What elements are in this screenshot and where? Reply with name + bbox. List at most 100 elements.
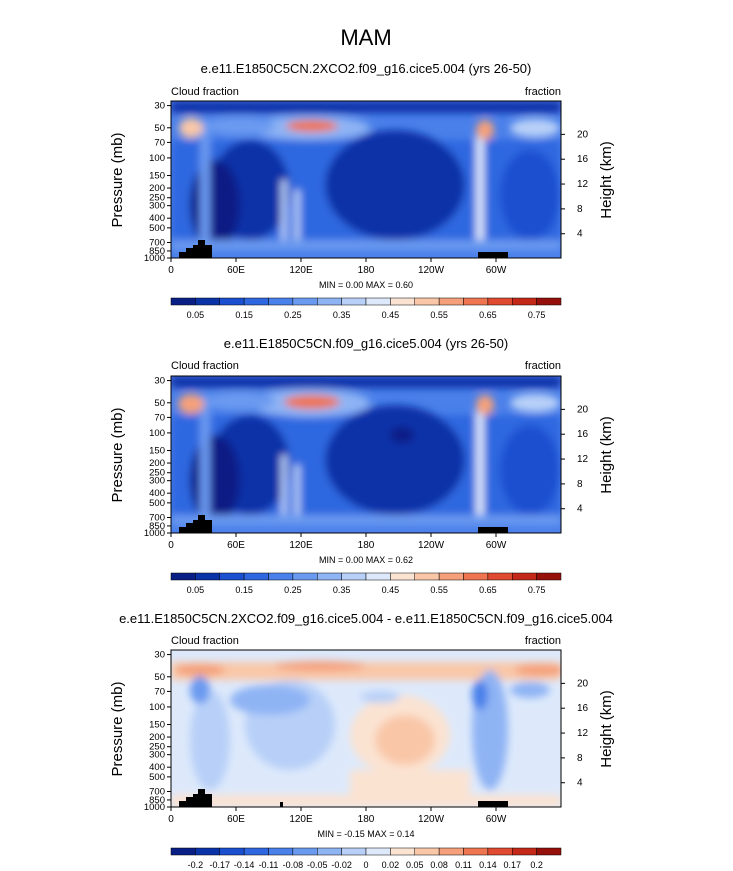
panel-2-ylabel: Pressure (mb) xyxy=(109,407,126,502)
colorbar-swatch xyxy=(512,847,537,856)
colorbar-swatch xyxy=(414,847,440,856)
y-tick-label: 200 xyxy=(149,732,165,743)
x-tick-label: 0 xyxy=(168,814,174,825)
colorbar-swatch xyxy=(390,297,415,306)
colorbar-label: 0.75 xyxy=(528,310,546,320)
colorbar-swatch xyxy=(463,847,489,856)
x-tick-label: 120E xyxy=(289,814,313,825)
panel-1-min-max: MIN = 0.00 MAX = 0.60 xyxy=(319,280,413,290)
colorbar-swatch xyxy=(170,297,196,306)
panel-1-x-axis: 0 60E 120E 180 120W 60W xyxy=(168,258,507,276)
colorbar-swatch xyxy=(463,572,489,581)
height-tick-label: 20 xyxy=(577,404,589,415)
colorbar-label: -0.02 xyxy=(331,860,352,870)
colorbar-swatch xyxy=(438,847,464,856)
y-tick-label: 700 xyxy=(149,512,165,523)
panel-3-left-label: Cloud fraction xyxy=(171,635,239,647)
panel-3-contour-field xyxy=(171,661,561,807)
colorbar-swatch xyxy=(438,572,464,581)
panel-2-plot-area xyxy=(171,376,561,533)
x-tick-label: 180 xyxy=(358,540,375,551)
x-tick-label: 60E xyxy=(227,540,245,551)
height-tick-label: 8 xyxy=(577,753,583,764)
colorbar-swatch xyxy=(170,572,196,581)
y-tick-label: 400 xyxy=(149,762,165,773)
colorbar-label: -0.14 xyxy=(234,860,255,870)
y-tick-label: 400 xyxy=(149,488,165,499)
colorbar-label: 0.65 xyxy=(479,585,497,595)
colorbar-label: 0.75 xyxy=(528,585,546,595)
panel-3-title: e.e11.E1850C5CN.2XCO2.f09_g16.cice5.004 … xyxy=(119,611,613,626)
x-tick-label: 0 xyxy=(168,265,174,276)
colorbar-swatch xyxy=(341,847,367,856)
y-tick-label: 300 xyxy=(149,750,165,761)
y-tick-label: 850 xyxy=(149,795,165,806)
y-tick-label: 70 xyxy=(154,412,165,423)
height-tick-label: 4 xyxy=(577,229,583,240)
colorbar-swatch xyxy=(170,847,196,856)
panel-3-min-max: MIN = -0.15 MAX = 0.14 xyxy=(317,829,414,839)
x-tick-label: 0 xyxy=(168,540,174,551)
colorbar-label: 0.15 xyxy=(235,585,253,595)
colorbar-swatch xyxy=(365,847,391,856)
colorbar-label: -0.17 xyxy=(209,860,230,870)
colorbar-swatch xyxy=(219,847,245,856)
colorbar-swatch xyxy=(195,847,220,856)
colorbar-swatch xyxy=(219,572,245,581)
colorbar-label: 0.25 xyxy=(284,585,302,595)
colorbar-label: 0.55 xyxy=(430,310,448,320)
panel-2-left-label: Cloud fraction xyxy=(171,360,239,372)
colorbar-swatch xyxy=(512,572,537,581)
colorbar-label: 0 xyxy=(363,860,368,870)
x-tick-label: 120W xyxy=(418,265,445,276)
x-tick-label: 120W xyxy=(418,814,445,825)
y-tick-label: 100 xyxy=(149,428,165,439)
height-tick-label: 8 xyxy=(577,204,583,215)
y-tick-label: 300 xyxy=(149,476,165,487)
colorbar-swatch xyxy=(536,297,562,306)
panel-3-plot-area xyxy=(171,650,561,807)
colorbar-swatch xyxy=(243,847,269,856)
height-tick-label: 20 xyxy=(577,129,589,140)
y-tick-label: 150 xyxy=(149,171,165,182)
height-tick-label: 12 xyxy=(577,179,589,190)
colorbar-label: 0.17 xyxy=(503,860,521,870)
colorbar-label: 0.15 xyxy=(235,310,253,320)
colorbar-label: 0.05 xyxy=(187,310,205,320)
panel-1-right-label: fraction xyxy=(525,86,561,98)
panel-1-plot-area xyxy=(171,101,561,258)
height-tick-label: 16 xyxy=(577,429,589,440)
colorbar-label: 0.08 xyxy=(430,860,448,870)
colorbar-label: -0.11 xyxy=(259,860,279,870)
panel-2-contour-field xyxy=(171,376,561,525)
panel-1-height-axis: 20 16 12 8 4 xyxy=(561,129,589,240)
y-tick-label: 1000 xyxy=(144,802,165,813)
colorbar-label: 0.02 xyxy=(382,860,400,870)
colorbar-swatch xyxy=(317,297,342,306)
y-tick-label: 30 xyxy=(154,650,165,661)
colorbar-label: 0.65 xyxy=(479,310,497,320)
panel-1-contour-field xyxy=(171,101,561,250)
panel-3-colorbar: -0.2 -0.17 -0.14 -0.11 -0.08 -0.05 -0.02 0 0.02 0… xyxy=(170,847,562,870)
y-tick-label: 250 xyxy=(149,742,165,753)
colorbar-label: 0.2 xyxy=(530,860,543,870)
y-tick-label: 1000 xyxy=(144,253,165,264)
panel-2-x-axis: 0 60E 120E 180 120W 60W xyxy=(168,533,507,551)
y-tick-label: 850 xyxy=(149,246,165,257)
colorbar-swatch xyxy=(487,847,513,856)
colorbar-swatch xyxy=(195,572,220,581)
y-tick-label: 400 xyxy=(149,213,165,224)
colorbar-label: 0.45 xyxy=(382,585,400,595)
x-tick-label: 60E xyxy=(227,265,245,276)
panel-2-title: e.e11.E1850C5CN.f09_g16.cice5.004 (yrs 2… xyxy=(224,336,509,351)
colorbar-swatch xyxy=(414,572,440,581)
y-tick-label: 50 xyxy=(154,398,165,409)
panel-2-topography xyxy=(179,515,508,533)
panel-3-ylabel: Pressure (mb) xyxy=(109,681,126,776)
panel-2-ylabel-right: Height (km) xyxy=(598,416,615,494)
y-tick-label: 850 xyxy=(149,521,165,532)
colorbar-swatch xyxy=(487,572,513,581)
panel-3-height-axis: 20 16 12 8 4 xyxy=(561,678,589,789)
colorbar-swatch xyxy=(195,297,220,306)
